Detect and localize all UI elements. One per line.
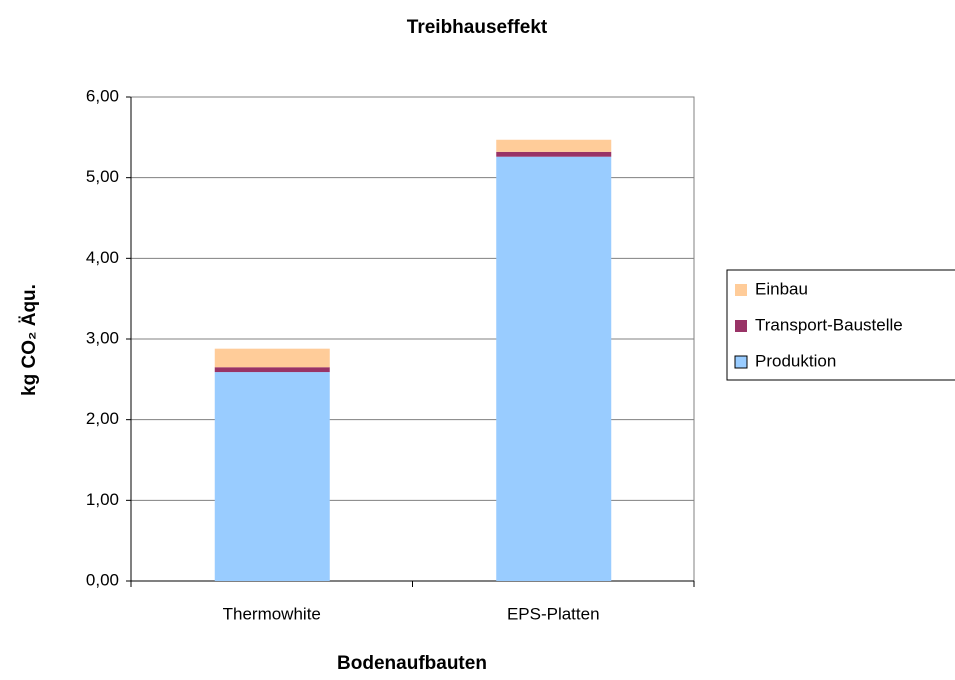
- legend-label: Transport-Baustelle: [755, 315, 903, 334]
- legend-swatch: [734, 355, 748, 369]
- y-tick-label: 3,00: [86, 328, 119, 347]
- y-tick-label: 6,00: [86, 86, 119, 105]
- y-tick-label: 0,00: [86, 570, 119, 589]
- chart-title: Treibhauseffekt: [407, 17, 548, 38]
- bar-segment: [496, 156, 612, 581]
- x-tick-label: Thermowhite: [223, 604, 321, 623]
- bar-segment: [214, 348, 330, 368]
- bar-segment: [214, 367, 330, 373]
- bar-segment: [496, 151, 612, 157]
- y-tick-label: 1,00: [86, 490, 119, 509]
- x-axis-label: Bodenaufbauten: [337, 653, 487, 674]
- legend-swatch: [735, 320, 747, 332]
- bar-segment: [214, 372, 330, 581]
- y-tick-label: 2,00: [86, 409, 119, 428]
- legend-swatch: [735, 284, 747, 296]
- legend-box: [726, 269, 955, 381]
- y-tick-label: 5,00: [86, 167, 119, 186]
- y-tick-label: 4,00: [86, 248, 119, 267]
- y-axis-label: kg CO₂ Äqu.: [19, 284, 40, 396]
- x-tick-label: EPS-Platten: [507, 604, 600, 623]
- legend-label: Einbau: [755, 279, 808, 298]
- bar-segment: [496, 139, 612, 152]
- legend-label: Produktion: [755, 351, 836, 370]
